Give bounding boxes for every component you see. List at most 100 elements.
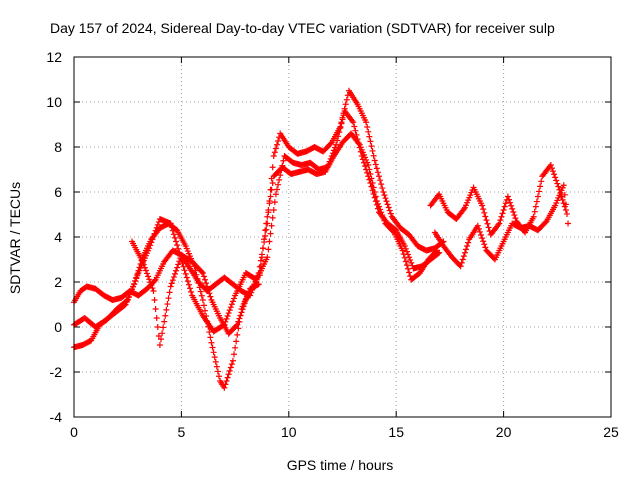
data-point: [364, 124, 371, 131]
data-point: [329, 150, 336, 157]
data-point: [145, 273, 152, 280]
data-point: [267, 193, 274, 200]
data-point: [406, 269, 413, 276]
data-point: [548, 165, 555, 172]
data-point: [185, 281, 192, 288]
data-point: [499, 210, 506, 217]
series-trace-e: [427, 162, 569, 238]
data-point: [268, 186, 275, 193]
data-point: [512, 215, 519, 222]
data-point: [141, 264, 148, 271]
data-point: [402, 245, 409, 252]
data-point: [160, 324, 167, 331]
data-point: [200, 302, 207, 309]
data-point: [501, 203, 508, 210]
chart-title: Day 157 of 2024, Sidereal Day-to-day VTE…: [50, 20, 555, 36]
data-point: [276, 176, 283, 183]
data-point: [267, 230, 274, 237]
data-point: [184, 278, 191, 285]
data-point: [134, 272, 141, 279]
x-tick-label: 15: [388, 424, 404, 440]
data-point: [202, 307, 209, 314]
data-point: [149, 285, 156, 292]
data-point: [331, 144, 338, 151]
data-point: [365, 128, 372, 135]
data-point: [475, 225, 482, 232]
x-tick-label: 0: [70, 424, 78, 440]
data-point: [407, 257, 414, 264]
data-point: [131, 280, 138, 287]
data-point: [153, 224, 160, 231]
data-point: [206, 290, 213, 297]
data-point: [154, 221, 161, 228]
data-point: [367, 180, 374, 186]
data-point: [533, 198, 540, 205]
x-tick-label: 10: [281, 424, 297, 440]
data-point: [159, 330, 166, 337]
data-point: [380, 189, 387, 195]
data-point: [171, 234, 178, 241]
data-point: [552, 174, 559, 181]
data-point: [261, 236, 268, 243]
data-point: [338, 120, 345, 127]
data-point: [224, 374, 231, 381]
data-point: [372, 161, 379, 168]
data-point: [199, 270, 206, 276]
x-axis-label: GPS time / hours: [287, 457, 394, 473]
data-point: [170, 274, 177, 281]
data-point: [275, 181, 282, 188]
data-point: [192, 267, 199, 274]
data-point: [342, 101, 349, 108]
data-point: [483, 217, 490, 224]
data-point: [264, 213, 271, 220]
data-points: [71, 87, 572, 391]
data-point: [264, 254, 271, 261]
data-point: [334, 137, 341, 144]
data-point: [387, 210, 394, 217]
data-point: [368, 183, 375, 190]
data-point: [161, 318, 168, 325]
data-point: [174, 264, 181, 271]
data-point: [277, 172, 284, 179]
data-point: [372, 198, 379, 205]
data-point: [193, 271, 200, 278]
data-point: [124, 297, 131, 303]
data-point: [139, 258, 146, 265]
data-point: [258, 254, 265, 261]
data-point: [436, 249, 443, 256]
data-point: [562, 201, 569, 208]
data-point: [534, 193, 541, 200]
data-point: [152, 306, 159, 312]
data-point: [234, 331, 241, 338]
data-point: [478, 232, 485, 239]
data-point: [169, 277, 176, 284]
data-point: [211, 354, 218, 361]
data-point: [378, 181, 385, 188]
data-point: [485, 224, 492, 231]
data-point: [479, 235, 486, 242]
data-point: [459, 256, 466, 263]
data-point: [563, 210, 570, 217]
data-point: [169, 227, 176, 234]
data-point: [265, 246, 272, 253]
data-point: [482, 213, 489, 220]
data-point: [180, 263, 187, 270]
data-point: [376, 173, 383, 180]
data-point: [162, 312, 169, 319]
data-point: [173, 267, 180, 274]
data-point: [327, 140, 334, 147]
data-point: [354, 136, 361, 143]
data-point: [465, 239, 472, 246]
data-point: [505, 196, 512, 203]
data-point: [214, 368, 221, 375]
data-point: [257, 257, 264, 264]
data-point: [205, 286, 212, 293]
data-point: [554, 180, 561, 187]
data-point: [476, 228, 483, 235]
data-point: [144, 270, 151, 277]
data-point: [150, 288, 157, 294]
data-point: [480, 206, 487, 213]
data-point: [367, 138, 374, 145]
y-tick-label: 12: [46, 49, 62, 65]
data-point: [227, 304, 234, 311]
